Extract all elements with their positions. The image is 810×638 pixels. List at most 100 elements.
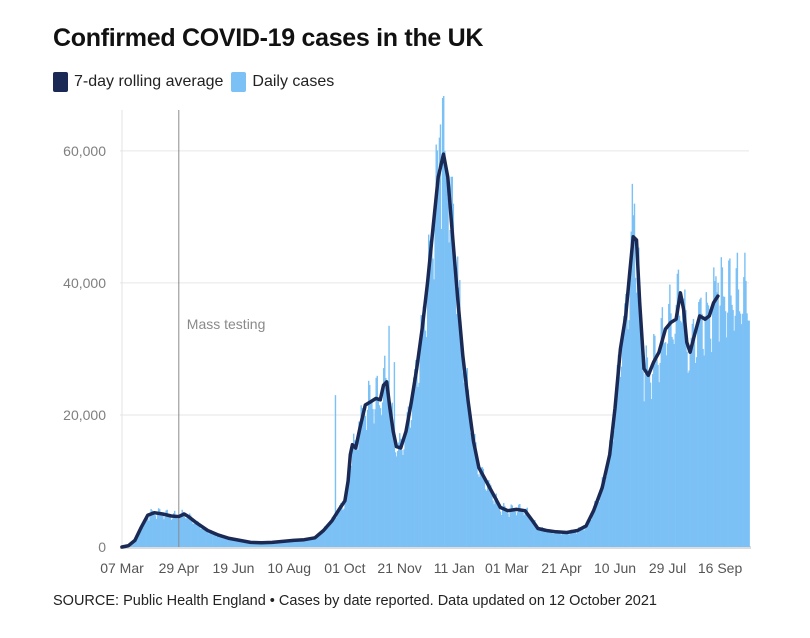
daily-case-bar [566,532,568,547]
daily-case-bar [444,150,446,547]
daily-case-bar [636,258,639,547]
daily-case-bar [317,534,320,547]
x-tick-label: 21 Apr [541,560,582,576]
daily-case-bar [211,531,213,547]
daily-case-bar [288,540,291,547]
daily-case-bar [618,366,621,547]
daily-case-bar [285,540,287,547]
daily-case-bar [549,529,551,547]
daily-case-bar [157,508,160,547]
x-tick-label: 11 Jan [434,560,475,576]
daily-case-bar [190,515,192,547]
daily-case-bar [142,520,145,547]
daily-case-bar [257,542,260,547]
daily-case-bar [438,137,441,547]
daily-case-bar [555,530,557,547]
daily-case-bar [593,506,595,547]
daily-case-bar [479,469,481,547]
daily-case-bar [671,336,673,547]
daily-case-bar [332,516,335,547]
daily-case-bar [207,532,209,547]
daily-case-bar [550,529,552,547]
daily-case-bar [561,531,564,547]
daily-case-bar [352,433,355,547]
daily-case-bar [205,527,207,547]
daily-case-bar [298,541,300,547]
daily-case-bar [172,513,175,547]
daily-case-bar [699,299,701,547]
daily-case-bar [597,502,599,547]
daily-case-bar [199,528,202,547]
daily-case-bar [716,292,718,547]
daily-case-bar [495,493,497,547]
daily-case-bar [591,515,594,547]
daily-case-bar [270,542,272,547]
daily-case-bar [426,282,429,547]
daily-case-bar [399,433,401,547]
daily-case-bar [279,541,281,547]
daily-case-bar [160,513,162,547]
daily-case-bar [171,518,174,547]
daily-case-bar [634,277,637,547]
daily-case-bar [482,468,485,547]
daily-case-bar [302,539,305,547]
daily-case-bar [536,528,538,547]
daily-case-bar [708,309,711,547]
daily-case-bar [638,247,640,547]
daily-case-bar [432,258,434,547]
daily-case-bar [146,516,148,547]
daily-case-bar [206,529,208,547]
daily-case-bar [568,534,570,547]
daily-case-bar [415,360,417,547]
daily-case-bar [513,510,516,547]
daily-case-bar [610,436,612,547]
daily-case-bar [363,407,366,547]
daily-case-bar [166,509,168,547]
daily-case-bar [169,517,172,547]
daily-case-bar [702,348,704,547]
daily-case-bar [605,476,608,547]
daily-case-bar [330,520,332,547]
daily-case-bar [303,539,306,547]
daily-case-bar [449,230,451,548]
daily-case-bar [584,527,586,547]
daily-case-bar [389,417,391,547]
daily-case-bar [520,509,522,547]
daily-case-bar [162,515,164,547]
daily-case-bar [218,534,221,547]
daily-case-bar [164,516,166,547]
daily-case-bar [403,449,405,547]
daily-case-bar [522,512,524,547]
daily-case-bar [689,352,691,547]
daily-case-bar [225,535,227,547]
daily-case-bar [658,382,660,547]
x-tick-label: 07 Mar [100,560,144,576]
daily-case-bar [489,483,491,547]
daily-case-bar [473,436,475,547]
daily-case-bar [186,516,189,547]
daily-case-bar [603,482,606,547]
daily-case-bar [167,514,169,547]
daily-case-bar [183,516,186,547]
daily-case-bar [590,519,593,547]
daily-case-bar [478,476,480,547]
daily-case-bar [266,542,268,547]
daily-case-bar [690,337,693,547]
daily-case-bar [265,542,267,547]
daily-case-bar [371,402,373,547]
daily-case-bar [386,392,388,547]
daily-case-bar [404,435,406,547]
daily-case-bar [161,514,163,547]
daily-case-bar [348,466,351,547]
daily-case-bar [362,412,365,547]
daily-case-bar [738,311,741,547]
daily-case-bar [475,442,477,547]
daily-case-bar [650,399,653,547]
daily-case-bar [524,513,526,547]
daily-case-bar [529,520,532,547]
daily-case-bar [507,513,509,547]
daily-case-bar [541,527,544,547]
daily-case-bar [360,405,362,547]
daily-case-bar [187,515,190,547]
daily-case-bar [742,313,744,547]
